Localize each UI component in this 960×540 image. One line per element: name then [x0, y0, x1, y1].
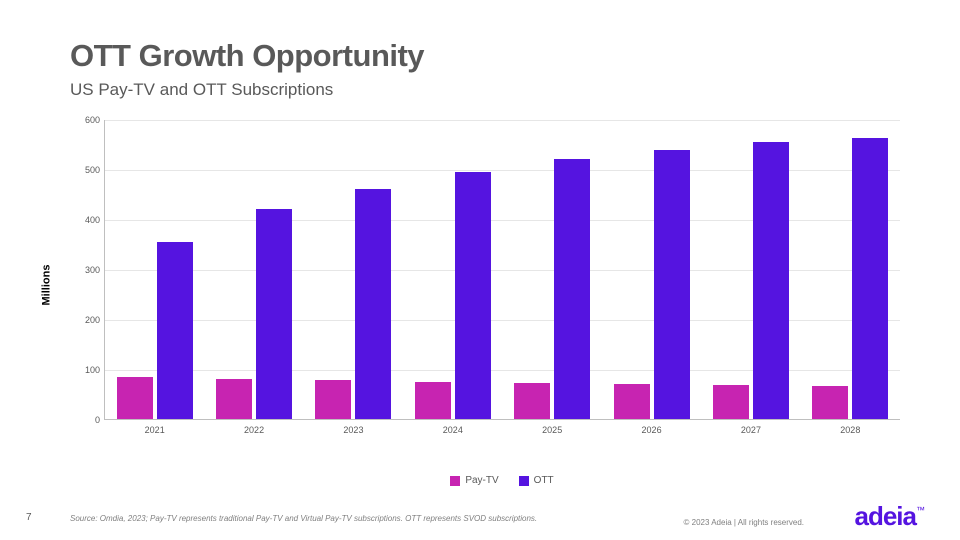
bar [753, 142, 789, 420]
bar [614, 384, 650, 419]
y-tick-label: 500 [70, 165, 100, 175]
logo-text: adeia [855, 501, 917, 531]
bar [654, 150, 690, 419]
copyright-text: © 2023 Adeia | All rights reserved. [684, 518, 804, 527]
x-tick-label: 2026 [642, 425, 662, 435]
x-tick-label: 2022 [244, 425, 264, 435]
y-tick-label: 100 [70, 365, 100, 375]
page-number: 7 [26, 512, 32, 523]
y-tick-label: 600 [70, 115, 100, 125]
x-tick-label: 2027 [741, 425, 761, 435]
x-tick-label: 2024 [443, 425, 463, 435]
bar-groups: 20212022202320242025202620272028 [105, 120, 900, 419]
y-tick-label: 400 [70, 215, 100, 225]
y-tick-label: 300 [70, 265, 100, 275]
legend-item: Pay-TV [450, 475, 498, 486]
legend-swatch [519, 476, 529, 486]
bar [455, 172, 491, 420]
slide: OTT Growth Opportunity US Pay-TV and OTT… [0, 0, 960, 540]
bar [256, 209, 292, 419]
x-tick-label: 2025 [542, 425, 562, 435]
bar-group: 2021 [105, 120, 204, 419]
bar [315, 380, 351, 419]
y-tick-label: 200 [70, 315, 100, 325]
plot-area: 20212022202320242025202620272028 [104, 120, 900, 420]
bar [216, 379, 252, 420]
bar-group: 2027 [701, 120, 800, 419]
bar [852, 138, 888, 420]
bar [812, 386, 848, 419]
brand-logo: adeia™ [855, 501, 925, 532]
y-axis: 0100200300400500600 [70, 120, 100, 420]
bar-group: 2024 [403, 120, 502, 419]
bar [157, 242, 193, 420]
legend: Pay-TV OTT [104, 475, 900, 486]
legend-item: OTT [519, 475, 554, 486]
y-axis-label: Millions [40, 265, 52, 306]
legend-label: Pay-TV [465, 475, 498, 486]
chart: Millions 0100200300400500600 20212022202… [70, 120, 900, 450]
bar [415, 382, 451, 420]
trademark-icon: ™ [916, 505, 924, 515]
bar [713, 385, 749, 419]
y-tick-label: 0 [70, 415, 100, 425]
bar-group: 2028 [801, 120, 900, 419]
bar-group: 2026 [602, 120, 701, 419]
bar [355, 189, 391, 419]
legend-label: OTT [534, 475, 554, 486]
bar [117, 377, 153, 420]
x-tick-label: 2028 [840, 425, 860, 435]
bar-group: 2025 [503, 120, 602, 419]
x-tick-label: 2023 [343, 425, 363, 435]
bar [514, 383, 550, 419]
bar-group: 2022 [204, 120, 303, 419]
bar-group: 2023 [304, 120, 403, 419]
footer: 7 Source: Omdia, 2023; Pay-TV represents… [0, 496, 960, 540]
legend-swatch [450, 476, 460, 486]
x-tick-label: 2021 [145, 425, 165, 435]
slide-subtitle: US Pay-TV and OTT Subscriptions [70, 80, 900, 100]
bar [554, 159, 590, 419]
source-text: Source: Omdia, 2023; Pay-TV represents t… [70, 514, 537, 523]
slide-title: OTT Growth Opportunity [70, 38, 900, 74]
